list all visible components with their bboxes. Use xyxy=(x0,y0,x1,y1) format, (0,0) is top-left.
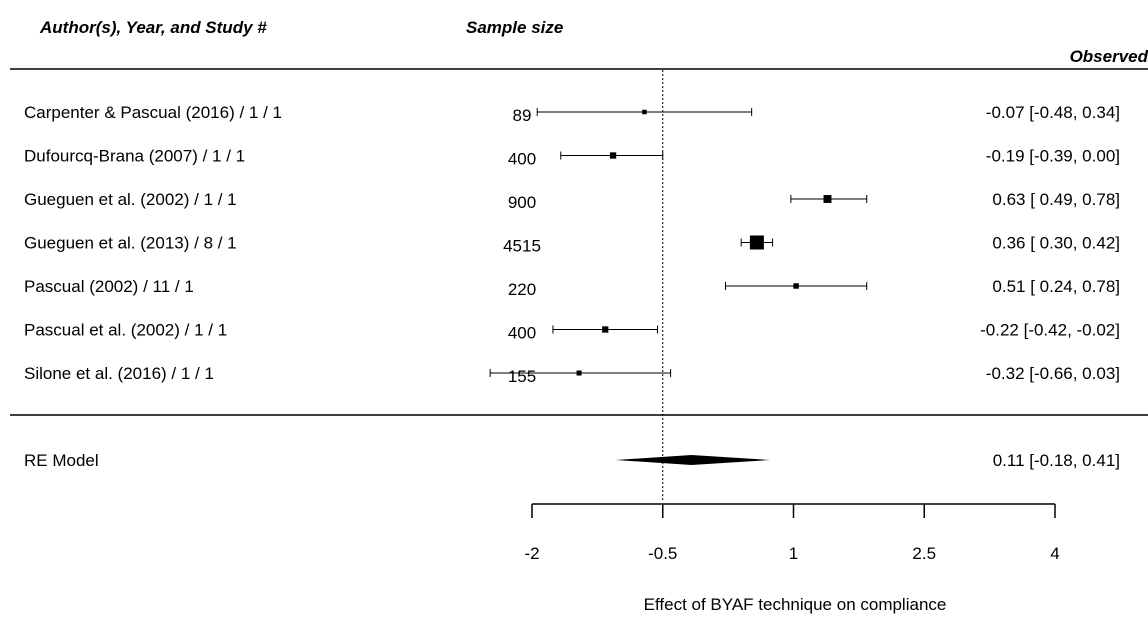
observed-ci-value: -0.19 [-0.39, 0.00] xyxy=(986,147,1120,166)
study-label: Gueguen et al. (2002) / 1 / 1 xyxy=(24,190,237,209)
point-estimate xyxy=(823,195,832,203)
point-estimate xyxy=(749,235,764,250)
observed-ci-value: 0.36 [ 0.30, 0.42] xyxy=(992,234,1120,253)
study-label: Pascual et al. (2002) / 1 / 1 xyxy=(24,321,227,340)
point-estimate xyxy=(602,326,609,333)
point-estimate xyxy=(793,283,799,289)
summary-row: RE Model 0.11 [-0.18, 0.41] xyxy=(24,451,1120,470)
point-estimate xyxy=(576,370,582,376)
study-row: Dufourcq-Brana (2007) / 1 / 1 400 -0.19 [-… xyxy=(24,147,1120,169)
study-row: Pascual (2002) / 11 / 1 220 0.51 [ 0.24, 0… xyxy=(24,277,1120,299)
observed-ci-value: -0.07 [-0.48, 0.34] xyxy=(986,103,1120,122)
summary-label: RE Model xyxy=(24,451,99,470)
study-row: Carpenter & Pascual (2016) / 1 / 1 89 -0.0… xyxy=(24,103,1120,125)
sample-size-value: 4515 xyxy=(503,237,541,256)
observed-ci-value: -0.22 [-0.42, -0.02] xyxy=(980,321,1120,340)
point-estimate xyxy=(642,109,647,115)
x-axis: -2 -0.5 1 2.5 4 xyxy=(524,503,1060,563)
x-tick-label: 2.5 xyxy=(912,544,936,563)
study-rows: Carpenter & Pascual (2016) / 1 / 1 89 -0.0… xyxy=(24,70,1120,500)
header-observed: Observed xyxy=(1070,47,1148,66)
study-label: Carpenter & Pascual (2016) / 1 / 1 xyxy=(24,103,282,122)
sample-size-value: 900 xyxy=(508,193,536,212)
sample-size-value: 220 xyxy=(508,280,536,299)
point-estimate xyxy=(609,152,617,159)
header-study: Author(s), Year, and Study # xyxy=(39,18,267,37)
x-tick-label: -2 xyxy=(524,544,539,563)
study-row: Gueguen et al. (2013) / 8 / 1 4515 0.36 [ … xyxy=(24,234,1120,256)
observed-ci-value: 0.51 [ 0.24, 0.78] xyxy=(992,277,1120,296)
study-row: Gueguen et al. (2002) / 1 / 1 900 0.63 [ 0… xyxy=(24,190,1120,212)
study-row: Pascual et al. (2002) / 1 / 1 400 -0.22 [-… xyxy=(24,321,1120,343)
observed-ci-value: 0.63 [ 0.49, 0.78] xyxy=(992,190,1120,209)
sample-size-value: 400 xyxy=(508,324,536,343)
summary-diamond xyxy=(615,455,770,465)
study-label: Dufourcq-Brana (2007) / 1 / 1 xyxy=(24,147,245,166)
x-tick-label: 1 xyxy=(789,544,798,563)
observed-ci-value: -0.32 [-0.66, 0.03] xyxy=(986,364,1120,383)
study-label: Silone et al. (2016) / 1 / 1 xyxy=(24,364,214,383)
header-layer: Author(s), Year, and Study # Sample size… xyxy=(10,18,1148,416)
study-label: Gueguen et al. (2013) / 8 / 1 xyxy=(24,234,237,253)
study-label: Pascual (2002) / 11 / 1 xyxy=(24,277,194,296)
sample-size-value: 400 xyxy=(508,150,536,169)
x-tick-label: -0.5 xyxy=(648,544,677,563)
sample-size-value: 89 xyxy=(513,106,532,125)
sample-size-value: 155 xyxy=(508,367,536,386)
header-sample-size: Sample size xyxy=(466,18,563,37)
x-tick-label: 4 xyxy=(1050,544,1059,563)
study-row: Silone et al. (2016) / 1 / 1 155 -0.32 [-0… xyxy=(24,364,1120,386)
summary-ci-value: 0.11 [-0.18, 0.41] xyxy=(993,451,1120,470)
x-axis-label: Effect of BYAF technique on compliance xyxy=(644,595,947,614)
